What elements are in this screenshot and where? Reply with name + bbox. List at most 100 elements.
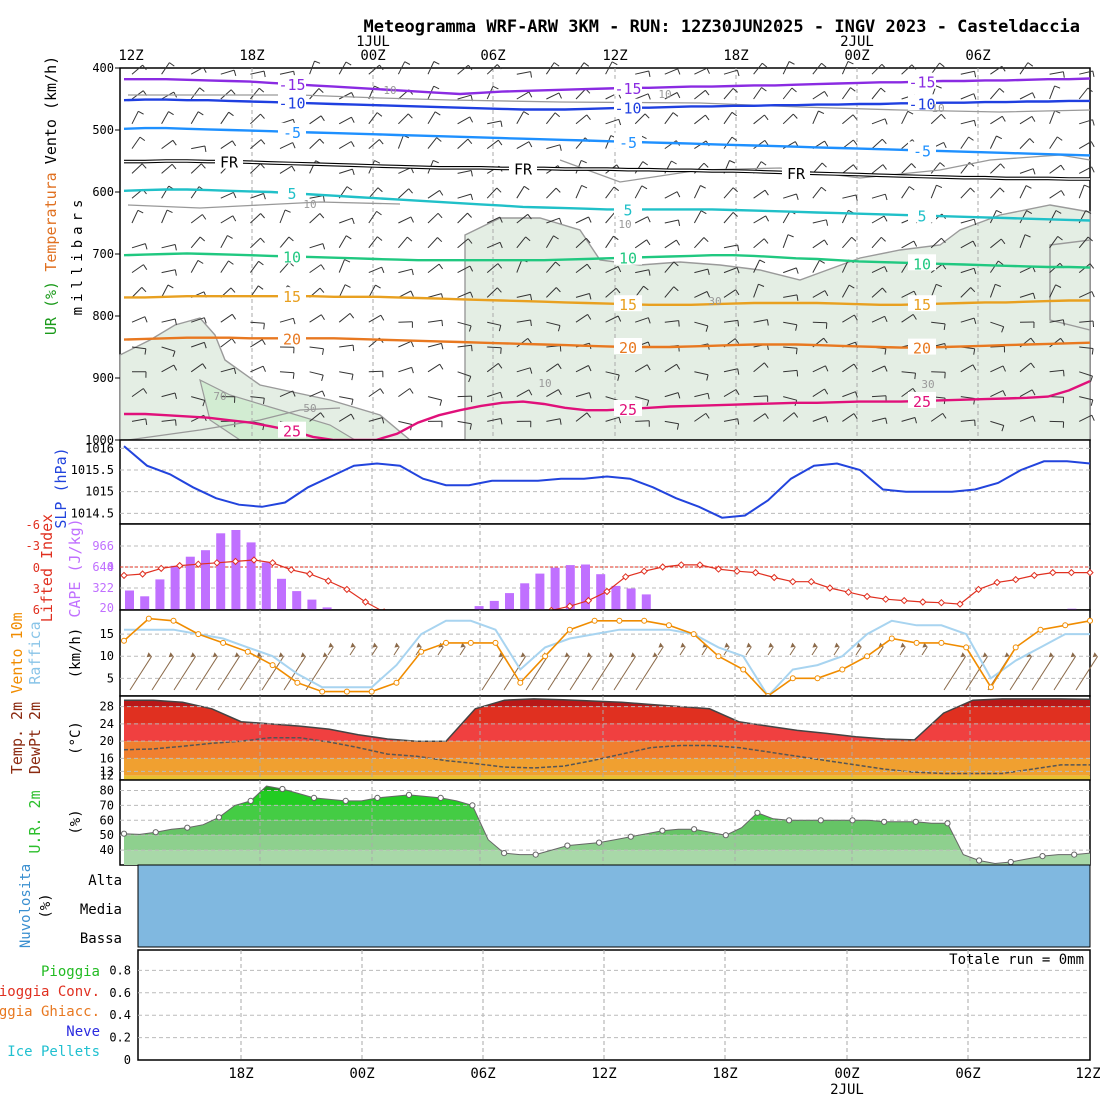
wind-barb — [220, 69, 235, 75]
wind-barb-flag — [763, 238, 769, 244]
wind-barb — [901, 417, 916, 422]
wind-barb-flag — [853, 314, 858, 321]
isotherm-label-bg — [278, 93, 306, 110]
wind-barb-flag — [996, 209, 1003, 214]
wind-barb — [901, 64, 913, 75]
wind-barb — [605, 371, 620, 376]
wind-barb — [457, 193, 472, 199]
wind-barb-flag — [823, 337, 828, 344]
wind-barb — [753, 284, 759, 298]
temp-band — [124, 741, 1090, 759]
wind-barb-flag — [260, 139, 266, 145]
wind-barb — [427, 396, 442, 401]
cape-bar — [611, 585, 621, 610]
isotherm-label: -15 — [908, 74, 935, 92]
wind-barb — [753, 62, 763, 75]
wind-barb-flag — [943, 323, 946, 330]
wind-barb-flag — [618, 417, 622, 424]
wind-barb — [605, 315, 619, 323]
wind-barb — [871, 365, 885, 373]
wind10-point — [319, 688, 326, 695]
wind-barb-flag — [613, 186, 620, 192]
wind-barbs — [131, 60, 1095, 432]
cape-tick-label: 644 — [92, 560, 114, 574]
wind10-point — [443, 639, 449, 646]
li-point — [900, 596, 908, 605]
wind-barb-flag — [322, 243, 326, 250]
rh2m-point — [564, 842, 571, 849]
wind10-tick-label: 10 — [100, 649, 114, 663]
wind-barb-flag — [496, 64, 502, 70]
wind10-arrow-head — [300, 652, 306, 658]
wind10-arrow — [525, 656, 549, 691]
wind-barb — [427, 212, 439, 224]
wind-barb-flag — [911, 64, 917, 70]
rh2m-tick-label: 50 — [100, 828, 114, 842]
wind-barb-flag — [202, 363, 207, 369]
wind-barb-flag — [824, 91, 829, 97]
wind-barb — [131, 418, 146, 422]
wind-barb — [190, 236, 201, 249]
wind-barb-flag — [351, 399, 354, 406]
wind-barb — [457, 344, 472, 348]
li-point — [566, 602, 574, 610]
wind-barb-flag — [375, 284, 381, 289]
cape-bar — [581, 564, 590, 610]
rh2m-point — [310, 794, 318, 802]
slp-tick-label: 1014.5 — [71, 506, 114, 520]
wind-barb-flag — [881, 63, 887, 69]
wind-barb — [635, 70, 649, 75]
wind-barb — [931, 371, 946, 373]
wind-barb — [1078, 236, 1089, 249]
wind-barb-flag — [996, 135, 1003, 140]
wind-barb-flag — [492, 85, 499, 90]
rh2m-point — [1071, 851, 1078, 858]
wind10-arrow-head — [652, 652, 658, 658]
temp2m-unit: (°C) — [68, 721, 84, 755]
wind10-arrow-head — [586, 652, 592, 658]
wind10-arrow — [151, 656, 175, 691]
wind-barb — [427, 111, 436, 125]
precip-legend-snow: Neve — [66, 1024, 100, 1040]
wind10-point — [418, 648, 425, 655]
wind-barb-flag — [1001, 116, 1006, 122]
isotherm-label-bg — [278, 421, 306, 438]
wind-barb — [368, 417, 383, 422]
top-axis-date-label: 2JUL — [840, 34, 874, 50]
wind-barb — [398, 420, 413, 425]
wind-barb — [457, 395, 472, 398]
wind-barb-flag — [825, 219, 829, 226]
wind-barb — [960, 218, 975, 224]
li-point — [250, 556, 258, 564]
wind-barb — [960, 93, 974, 100]
wind-barb-flag — [759, 259, 766, 264]
wind-barb — [664, 261, 675, 273]
wind10-arrow — [305, 656, 329, 691]
wind-barb — [723, 368, 738, 373]
wind10-point — [542, 653, 549, 660]
rh-contour-label: 70 — [213, 390, 226, 403]
wind-barb — [338, 92, 352, 100]
li-point — [287, 566, 295, 574]
wind-barb — [279, 70, 294, 75]
wind-barb-flag — [141, 287, 147, 293]
cape-bar — [246, 542, 256, 610]
wind-barb — [398, 236, 408, 249]
wind10-arrow — [1075, 656, 1099, 691]
temp2m-tick-label: 13 — [100, 764, 114, 778]
slp-tick-label: 1015 — [85, 485, 114, 499]
wind-barb — [1019, 115, 1033, 125]
wind10-arrow-head — [350, 642, 356, 648]
cape-bar — [565, 565, 575, 610]
wind-barb — [131, 136, 141, 149]
li-point — [993, 578, 1001, 587]
wind-barb-flag — [467, 212, 472, 218]
cloud-cover-band — [137, 864, 1091, 948]
wind-barb — [427, 263, 440, 273]
wind-barb — [220, 260, 229, 273]
temp-axis-label: Temperatura — [42, 172, 60, 271]
wind-barb — [1079, 70, 1093, 75]
wind-barb-flag — [288, 236, 294, 242]
li-point — [937, 598, 946, 607]
wind-barb-flag — [344, 284, 351, 288]
